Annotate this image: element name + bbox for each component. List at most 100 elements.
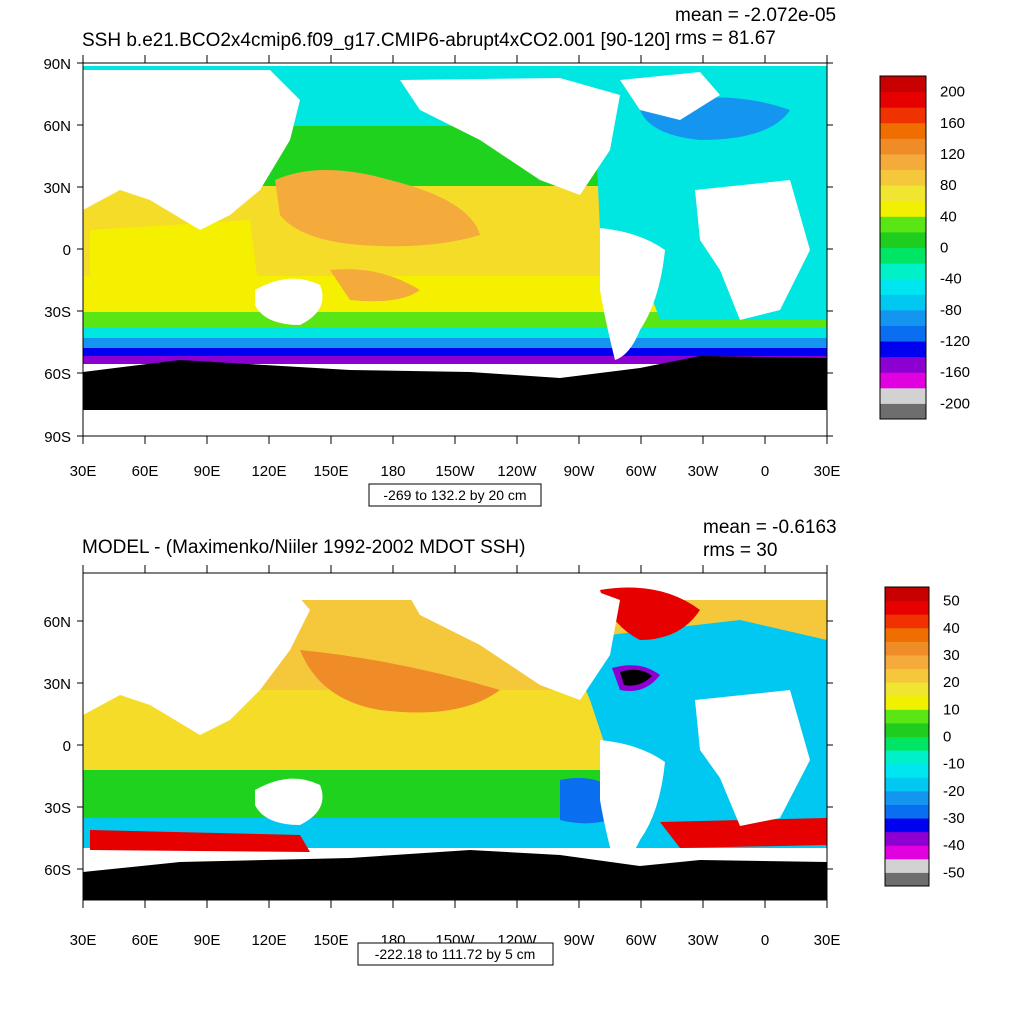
colorbar-swatch — [885, 668, 929, 683]
colorbar-swatch — [885, 845, 929, 860]
lon-label: 60E — [132, 463, 159, 480]
colorbar-swatch — [880, 372, 926, 389]
land-south-america-2 — [600, 740, 665, 866]
colorbar-swatch — [880, 169, 926, 186]
colorbar-swatch — [885, 872, 929, 887]
lon-label: 150W — [435, 463, 475, 480]
lon-label: 120E — [251, 932, 286, 949]
colorbar-swatch — [880, 263, 926, 280]
panel-1-range: -269 to 132.2 by 20 cm — [383, 487, 526, 503]
lon-label: 90E — [194, 932, 221, 949]
colorbar-swatch — [885, 587, 929, 602]
land-antarctica — [83, 356, 827, 410]
colorbar-frame — [884, 586, 930, 887]
lon-label: 120W — [497, 463, 537, 480]
lat-label: 90N — [43, 56, 71, 73]
colorbar-label: 120 — [940, 146, 965, 163]
colorbar-label: -80 — [940, 302, 962, 319]
panel-2-map — [83, 573, 827, 900]
ocean-band-southern-cyan — [83, 328, 827, 340]
land-greenland — [620, 72, 720, 120]
lat-label: 30S — [44, 800, 71, 817]
land-australia-2 — [255, 778, 323, 825]
colorbar-label: -10 — [943, 756, 965, 773]
colorbar-swatch — [885, 804, 929, 819]
colorbar-swatch — [880, 341, 926, 358]
lon-label: 0 — [761, 932, 769, 949]
panel-1-map — [83, 63, 827, 436]
colorbar-swatch — [880, 200, 926, 217]
colorbar-label: 200 — [940, 84, 965, 101]
colorbar-swatch — [885, 709, 929, 724]
lon-label: 30W — [688, 463, 720, 480]
colorbar-swatch — [885, 695, 929, 710]
panel-2-colorbar: 50 40 30 20 10 0 -10 -20 -30 -40 -50 — [884, 586, 965, 887]
land-north-america — [400, 78, 620, 195]
colorbar-swatch — [885, 777, 929, 792]
panel-1-colorbar: 200 160 120 80 40 0 -40 -80 -120 -160 -200 — [879, 75, 970, 420]
panel-1-lon-axis: 30E 60E 90E 120E 150E 180 150W 120W 90W 60W 30W 0 30… — [70, 55, 841, 480]
ocean-band-southern-deep — [83, 348, 827, 358]
colorbar-swatch — [880, 216, 926, 233]
colorbar-label: 30 — [943, 647, 960, 664]
panel-2-range-box — [357, 942, 554, 966]
panel-1-mean: mean = -2.072e-05 — [675, 5, 836, 26]
colorbar-swatch — [885, 750, 929, 765]
lat-label: 60S — [44, 366, 71, 383]
colorbar-swatch — [885, 722, 929, 737]
indian-ocean-yellow — [90, 220, 260, 310]
lon-label: 90W — [564, 463, 596, 480]
colorbar-label: 0 — [940, 240, 948, 257]
colorbar-swatch — [880, 153, 926, 171]
colorbar-swatch — [880, 91, 926, 108]
land-antarctica-2 — [83, 850, 827, 900]
colorbar-swatch — [880, 403, 926, 420]
colorbar-swatch — [880, 138, 926, 155]
land-north-america-2 — [400, 578, 620, 700]
colorbar-swatch — [885, 736, 929, 751]
pacific-warm-pool — [275, 170, 480, 247]
land-south-america — [600, 228, 665, 360]
lon-label: 150E — [313, 463, 348, 480]
southern-2-red — [90, 830, 310, 852]
colorbar-label: 40 — [943, 620, 960, 637]
lon-label: 90E — [194, 463, 221, 480]
colorbar-label: -40 — [940, 271, 962, 288]
panel-2: MODEL - (Maximenko/Niiler 1992-2002 MDOT… — [43, 517, 965, 966]
colorbar-swatch — [885, 614, 929, 629]
lon-label: 90W — [564, 932, 596, 949]
panel-2-rms: rms = 30 — [703, 540, 777, 561]
land-africa-2 — [695, 690, 810, 826]
colorbar-swatch — [880, 387, 926, 404]
land-eurasia-2 — [83, 575, 310, 735]
colorbar-swatch — [880, 76, 926, 93]
lat-label: 30N — [43, 180, 71, 197]
panel-1-range-box — [368, 483, 542, 507]
panel-2-lat-axis: 60N 30N 0 30S 60S — [43, 614, 833, 879]
south-pacific-warm — [330, 269, 420, 302]
colorbar-swatch — [880, 294, 926, 311]
panel-1-rms: rms = 81.67 — [675, 28, 776, 49]
colorbar-swatch — [885, 818, 929, 833]
southern-2-red-atlantic — [660, 818, 827, 848]
panel-2-range: -222.18 to 111.72 by 5 cm — [375, 946, 536, 962]
panel-2-title: MODEL - (Maximenko/Niiler 1992-2002 MDOT… — [82, 537, 525, 558]
colorbar-swatch — [885, 858, 929, 873]
lon-label: 180 — [380, 463, 405, 480]
colorbar-swatch — [885, 641, 929, 656]
lat-label: 30S — [44, 304, 71, 321]
lon-label: 60E — [132, 932, 159, 949]
lat-label: 0 — [63, 738, 71, 755]
lat-label: 60S — [44, 862, 71, 879]
lon-label: 30W — [688, 932, 720, 949]
colorbar-swatch — [885, 682, 929, 697]
colorbar-label: -200 — [940, 395, 970, 412]
lat-label: 90S — [44, 429, 71, 446]
lon-label: 60W — [626, 932, 658, 949]
colorbar-frame — [879, 75, 927, 420]
colorbar-swatch — [885, 831, 929, 846]
ocean-band-southern-purple — [83, 356, 827, 364]
gulf-stream-core — [620, 669, 652, 686]
lon-label: 30E — [814, 463, 841, 480]
